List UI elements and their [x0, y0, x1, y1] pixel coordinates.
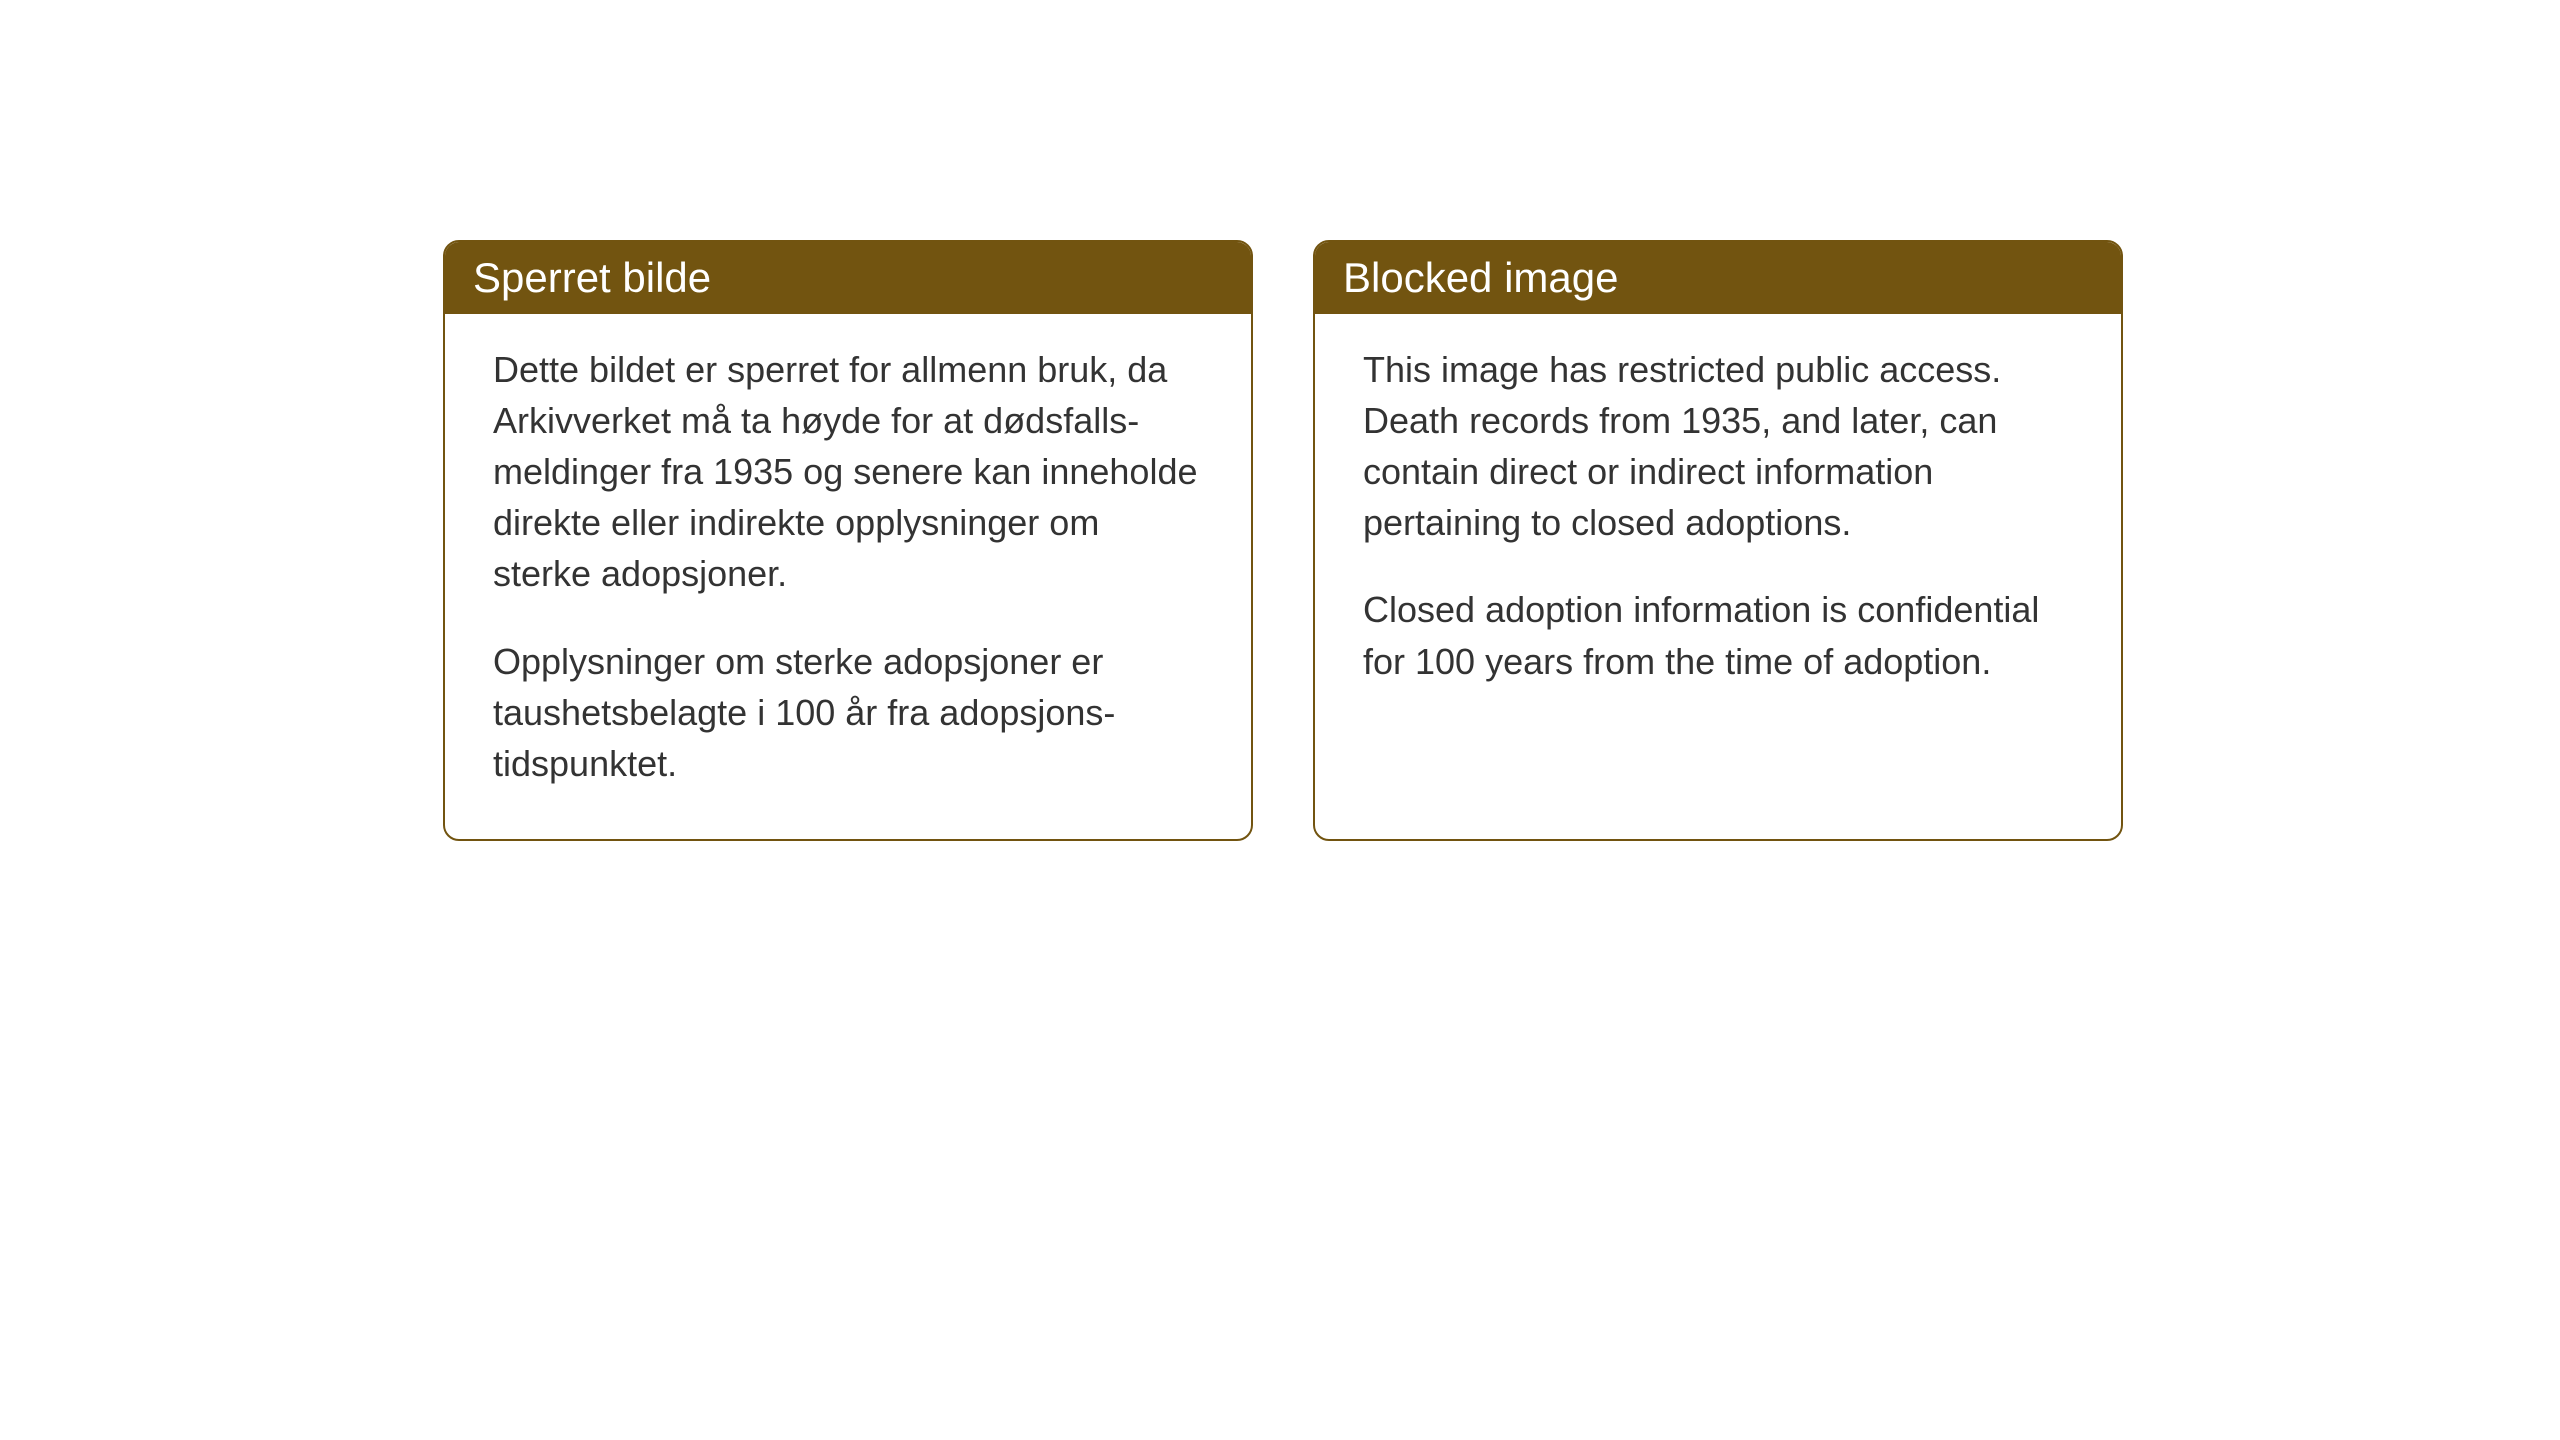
card-header-english: Blocked image: [1315, 242, 2121, 314]
card-header-norwegian: Sperret bilde: [445, 242, 1251, 314]
blocked-image-card-norwegian: Sperret bilde Dette bildet er sperret fo…: [443, 240, 1253, 841]
blocked-image-card-english: Blocked image This image has restricted …: [1313, 240, 2123, 841]
card-body-norwegian: Dette bildet er sperret for allmenn bruk…: [445, 314, 1251, 839]
card-paragraph-1-english: This image has restricted public access.…: [1363, 344, 2073, 548]
card-paragraph-1-norwegian: Dette bildet er sperret for allmenn bruk…: [493, 344, 1203, 600]
card-body-english: This image has restricted public access.…: [1315, 314, 2121, 737]
card-paragraph-2-norwegian: Opplysninger om sterke adopsjoner er tau…: [493, 636, 1203, 789]
cards-container: Sperret bilde Dette bildet er sperret fo…: [443, 240, 2123, 841]
card-paragraph-2-english: Closed adoption information is confident…: [1363, 584, 2073, 686]
